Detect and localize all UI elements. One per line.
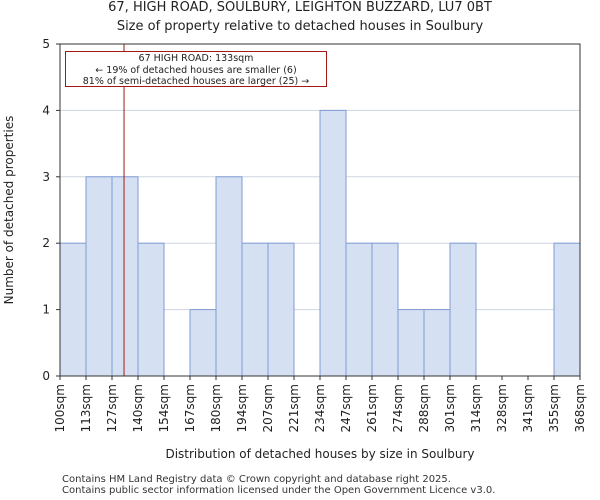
x-tick-label: 180sqm [209, 384, 223, 432]
footer-attribution-2: Contains public sector information licen… [62, 485, 496, 496]
x-tick-label: 113sqm [79, 384, 93, 432]
x-tick-label: 328sqm [495, 384, 509, 432]
annotation-line-3: 81% of semi-detached houses are larger (… [82, 76, 310, 87]
x-tick-label: 140sqm [131, 384, 145, 432]
bar-274sqm [397, 309, 425, 377]
bar-180sqm [215, 176, 243, 377]
x-tick-label: 221sqm [287, 384, 301, 432]
x-tick-label: 234sqm [313, 384, 327, 432]
x-tick-label: 261sqm [365, 384, 379, 432]
x-tick-label: 314sqm [469, 384, 483, 432]
annotation-line-2: ← 19% of detached houses are smaller (6) [95, 64, 297, 76]
bar-140sqm [137, 242, 165, 377]
bar-261sqm [371, 242, 399, 377]
y-tick-label: 0 [42, 369, 50, 383]
x-axis-ticks: 100sqm 113sqm 127sqm 140sqm 154sqm 167sqm 180s… [53, 376, 587, 432]
y-axis-label: Number of detached properties [2, 116, 16, 305]
x-tick-label: 368sqm [573, 384, 587, 432]
bar-207sqm [267, 242, 295, 377]
x-tick-label: 355sqm [547, 384, 561, 432]
x-tick-label: 207sqm [261, 384, 275, 432]
y-tick-label: 2 [42, 236, 50, 250]
footer-attribution-1: Contains HM Land Registry data © Crown c… [62, 474, 451, 485]
bars [59, 109, 581, 377]
bar-355sqm [553, 242, 581, 377]
bar-301sqm [449, 242, 477, 377]
x-tick-label: 341sqm [521, 384, 535, 432]
x-tick-label: 127sqm [105, 384, 119, 432]
x-tick-label: 167sqm [183, 384, 197, 432]
bar-194sqm [241, 242, 269, 377]
x-tick-label: 154sqm [157, 384, 171, 432]
bar-167sqm [189, 309, 217, 377]
property-annotation: 67 HIGH ROAD: 133sqm ← 19% of detached h… [65, 51, 327, 87]
bar-234sqm [319, 109, 347, 377]
x-tick-label: 274sqm [391, 384, 405, 432]
y-tick-label: 3 [42, 170, 50, 184]
x-tick-label: 301sqm [443, 384, 457, 432]
bar-127sqm [111, 176, 139, 377]
x-tick-label: 100sqm [53, 384, 67, 432]
x-tick-label: 288sqm [417, 384, 431, 432]
x-tick-label: 194sqm [235, 384, 249, 432]
annotation-line-1: 67 HIGH ROAD: 133sqm [138, 53, 254, 64]
y-axis-ticks: 0 1 2 3 4 5 [42, 37, 60, 383]
y-tick-label: 4 [42, 103, 50, 117]
y-tick-label: 1 [42, 303, 50, 317]
bar-288sqm [423, 309, 451, 377]
x-axis-label: Distribution of detached houses by size … [165, 447, 474, 461]
bar-113sqm [85, 176, 113, 377]
y-tick-label: 5 [42, 37, 50, 51]
bar-247sqm [345, 242, 373, 377]
x-tick-label: 247sqm [339, 384, 353, 432]
chart-subtitle: Size of property relative to detached ho… [116, 19, 484, 34]
chart-title: 67, HIGH ROAD, SOULBURY, LEIGHTON BUZZAR… [108, 0, 492, 15]
bar-100sqm [59, 242, 87, 377]
